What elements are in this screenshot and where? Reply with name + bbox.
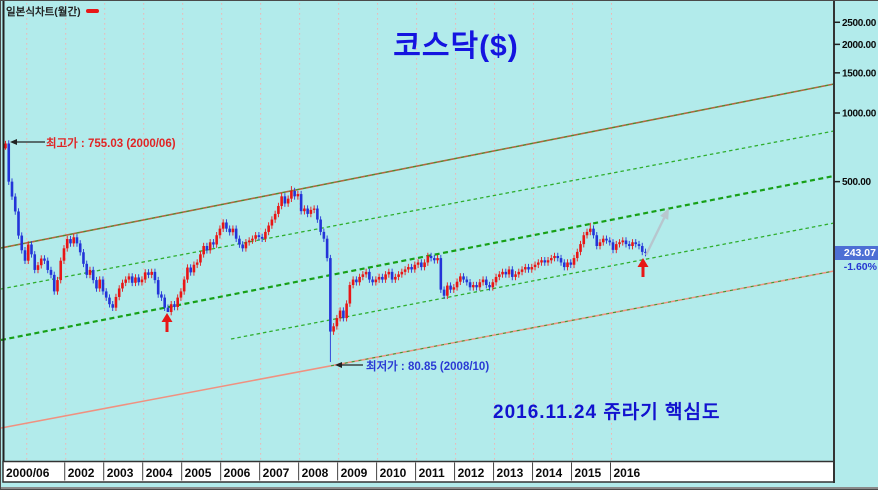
highest-price-annotation: 최고가 : 755.03 (2000/06) [46, 138, 176, 150]
legend-label: 일본식차트(월간) [6, 6, 81, 18]
annotation-arrows [10, 139, 669, 368]
date-axis-label[interactable]: 2009 [341, 466, 368, 480]
date-axis-label[interactable]: 2011 [419, 466, 445, 480]
price-axis-label[interactable]: 500.00 [842, 177, 872, 188]
date-axis-label[interactable]: 2005 [185, 466, 212, 480]
price-axis-label[interactable]: 1000.00 [842, 109, 877, 120]
date-axis-label[interactable]: 2000/06 [6, 466, 50, 480]
date-axis-label[interactable]: 2003 [107, 466, 134, 480]
date-axis-label[interactable]: 2015 [575, 466, 602, 480]
date-axis-label[interactable]: 2002 [68, 466, 95, 480]
year-gridlines [26, 3, 613, 460]
date-footnote-annotation: 2016.11.24 쥬라기 핵심도 [493, 402, 721, 423]
lowest-price-annotation: 최저가 : 80.85 (2008/10) [366, 361, 490, 373]
date-axis-label[interactable]: 2016 [614, 466, 641, 480]
date-axis-label[interactable]: 2006 [224, 466, 251, 480]
trend-channel-lines [1, 83, 835, 429]
last-price-badge: 243.07 [835, 246, 878, 260]
price-change-label: -1.60% [843, 261, 877, 273]
date-axis-label[interactable]: 2012 [458, 466, 485, 480]
legend-line-swatch [85, 9, 99, 13]
date-axis-label[interactable]: 2004 [146, 466, 173, 480]
date-axis-label[interactable]: 2010 [380, 466, 407, 480]
price-axis-label[interactable]: 2000.00 [842, 40, 877, 51]
date-axis-label[interactable]: 2007 [263, 466, 290, 480]
price-axis-label[interactable]: 1500.00 [842, 68, 877, 79]
price-axis-label[interactable]: 2500.00 [842, 18, 877, 29]
chart-legend: 일본식차트(월간) [6, 4, 99, 19]
date-axis-label[interactable]: 2014 [536, 466, 563, 480]
date-axis-label[interactable]: 2013 [497, 466, 524, 480]
date-axis-label[interactable]: 2008 [302, 466, 329, 480]
candles [4, 140, 647, 363]
page-title: 코스닥($) [393, 30, 519, 63]
